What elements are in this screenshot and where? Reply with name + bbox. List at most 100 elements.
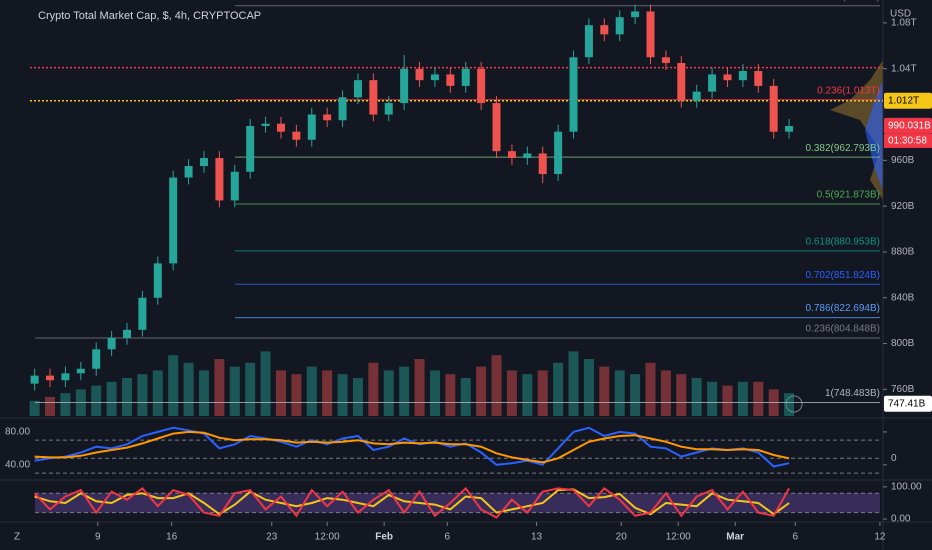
volume-bar	[630, 374, 641, 416]
candle-body	[292, 131, 301, 140]
volume-bar	[522, 374, 533, 416]
volume-bar	[91, 385, 102, 416]
volume-bar	[60, 393, 71, 416]
indicator-line	[34, 426, 790, 468]
x-tick-label: 12:00	[315, 532, 340, 543]
candle-body	[708, 74, 717, 92]
candle-body	[107, 337, 116, 350]
y-tick-label: 1.04T	[891, 63, 917, 74]
volume-bar	[722, 385, 733, 416]
candle-body	[384, 103, 393, 115]
volume-bar	[245, 362, 256, 416]
volume-bar	[291, 374, 302, 416]
timezone-icon[interactable]: Z	[14, 532, 20, 543]
volume-bar	[476, 366, 487, 416]
x-tick-label: 16	[166, 532, 178, 543]
volume-profile	[830, 60, 883, 200]
fib-label: 0.236(804.848B)	[805, 324, 880, 335]
x-tick-label: 6	[792, 532, 798, 543]
volume-bar	[106, 381, 117, 416]
volume-bar	[414, 359, 425, 416]
candle-body	[538, 153, 547, 175]
candle-body	[584, 25, 593, 58]
y-tick-label: 0.00	[891, 514, 911, 525]
candle-body	[769, 85, 778, 132]
y-tick-label: 880B	[891, 247, 915, 258]
price-tag	[884, 117, 932, 134]
volume-bar	[45, 397, 56, 416]
volume-bar	[368, 362, 379, 416]
volume-bar	[583, 359, 594, 416]
fib-label: 0.702(851.824B)	[805, 270, 880, 281]
candle-body	[307, 114, 316, 140]
candle-body	[677, 62, 686, 101]
alert-icon[interactable]	[785, 395, 803, 413]
volume-bar	[445, 374, 456, 416]
x-tick-label: 23	[266, 532, 278, 543]
y-tick-label: 960B	[891, 155, 915, 166]
volume-bar	[306, 366, 317, 416]
x-tick-label: Feb	[375, 532, 393, 543]
y-tick-label: 100.00	[891, 481, 922, 492]
candle-body	[461, 68, 470, 86]
indicator-line	[34, 430, 790, 464]
candle-body	[184, 166, 193, 178]
candle-body	[138, 297, 147, 330]
fib-label: 0.786(822.694B)	[805, 303, 880, 314]
candle-body	[246, 125, 255, 172]
candle-body	[615, 17, 624, 35]
volume-bar	[599, 366, 610, 416]
fib-label: 0.5(921.873B)	[817, 190, 880, 201]
candle-body	[446, 74, 455, 86]
y-tick-label: 80.00	[5, 427, 30, 438]
candle-body	[738, 71, 747, 81]
volume-bar	[260, 351, 271, 416]
volume-bar	[229, 366, 240, 416]
x-tick-label: 6	[444, 532, 450, 543]
volume-bar	[198, 370, 209, 416]
fib-label: 0.236(1.013T)	[817, 85, 880, 96]
x-tick-label: 12	[874, 532, 886, 543]
price-tag	[884, 395, 932, 412]
fib-label: 1(748.483B)	[825, 388, 880, 399]
volume-bar	[460, 378, 471, 416]
candle-body	[661, 57, 670, 63]
candle-body	[215, 158, 224, 201]
volume-bar	[491, 355, 502, 416]
price-tag-label: 990.031B	[888, 121, 931, 132]
candle-body	[492, 103, 501, 152]
volume-bar	[737, 381, 748, 416]
volume-bar	[122, 378, 133, 416]
panel-label: 0	[891, 453, 897, 464]
candle-body	[230, 171, 239, 201]
candle-body	[523, 153, 532, 159]
candle-body	[554, 131, 563, 175]
candle-body	[123, 329, 132, 338]
candle-body	[754, 71, 763, 86]
candle-body	[76, 368, 85, 374]
volume-bar	[168, 355, 179, 416]
volume-bar	[784, 393, 795, 416]
countdown-label: 01:30:58	[888, 136, 927, 147]
volume-bar	[183, 362, 194, 416]
x-tick-label: 12:00	[666, 532, 691, 543]
volume-bar	[614, 370, 625, 416]
candle-body	[169, 177, 178, 264]
countdown-tag	[884, 133, 932, 148]
candle-body	[646, 11, 655, 58]
indicator-line	[33, 486, 790, 519]
volume-bar	[137, 374, 148, 416]
volume-bar	[568, 351, 579, 416]
volume-bar	[676, 374, 687, 416]
y-tick-label: 840B	[891, 292, 915, 303]
candle-body	[46, 375, 55, 381]
volume-bar	[275, 370, 286, 416]
candle-body	[199, 158, 208, 167]
y-tick-label: 920B	[891, 201, 915, 212]
volume-bar	[691, 378, 702, 416]
candle-body	[153, 263, 162, 298]
volume-bar	[660, 370, 671, 416]
volume-profile	[865, 80, 883, 190]
volume-bar	[429, 370, 440, 416]
